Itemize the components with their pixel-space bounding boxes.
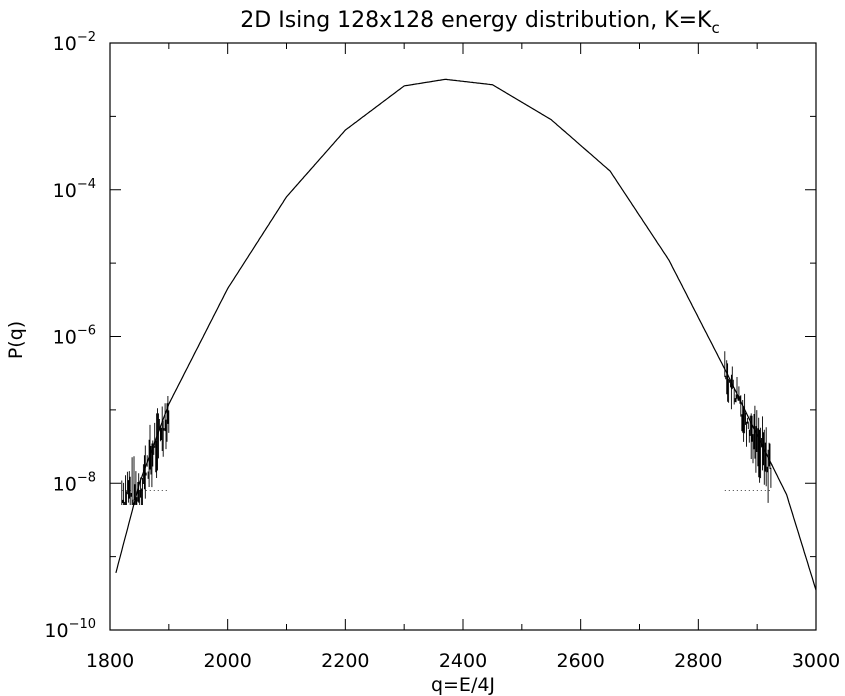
x-tick-label: 2600	[556, 650, 604, 672]
x-tick-label: 3000	[792, 650, 840, 672]
x-axis-label: q=E/4J	[431, 674, 495, 696]
y-axis: 10−10 10−8 10−6 10−4 10−2	[44, 30, 816, 642]
plot-area-border	[109, 42, 817, 631]
x-axis: 1800 2000 2200 2400 2600 2800 3000	[86, 43, 840, 672]
y-tick-label: 10−4	[53, 177, 96, 202]
x-tick-label: 2400	[439, 650, 487, 672]
y-axis-label: P(q)	[5, 321, 27, 359]
series-layer	[115, 78, 817, 591]
histogram-noise-right	[724, 351, 773, 503]
x-tick-label: 1800	[86, 650, 134, 672]
plot-frame	[109, 42, 817, 631]
x-tick-label: 2000	[203, 650, 251, 672]
x-tick-label: 2800	[674, 650, 722, 672]
chart-title: 2D Ising 128x128 energy distribution, K=…	[240, 8, 719, 37]
y-tick-label: 10−8	[53, 470, 96, 495]
y-tick-label: 10−6	[53, 324, 96, 349]
y-tick-label: 10−10	[44, 617, 96, 642]
y-tick-label: 10−2	[53, 30, 96, 55]
histogram-noise-left	[121, 396, 170, 505]
x-tick-label: 2200	[321, 650, 369, 672]
fit-curve	[115, 78, 817, 591]
